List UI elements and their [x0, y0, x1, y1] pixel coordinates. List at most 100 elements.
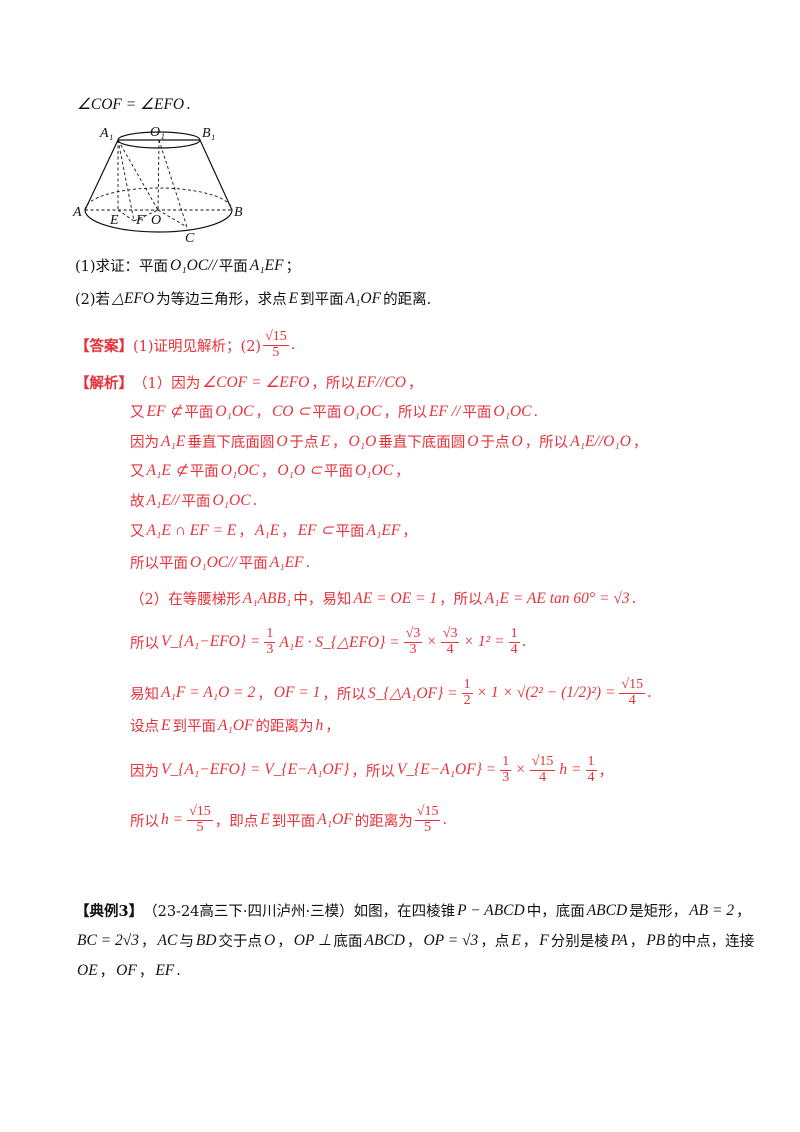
- text-run: .: [252, 492, 258, 509]
- math-expression: A₁EF: [269, 553, 304, 571]
- section-tag: 【解析】: [75, 375, 133, 392]
- text-run: 所以: [130, 635, 159, 652]
- text-run: ，即点: [214, 813, 259, 830]
- text-run: 又: [130, 464, 145, 480]
- text-run: ，: [406, 934, 422, 950]
- text-run: 平面: [462, 405, 492, 421]
- numerator: 1: [508, 626, 520, 643]
- math-expression: PA: [610, 931, 628, 949]
- text-run: 到平面: [300, 292, 344, 308]
- text-run: .: [647, 685, 652, 702]
- numerator: √3: [440, 626, 460, 643]
- text-run: ，: [522, 934, 538, 950]
- label-e: E: [109, 213, 119, 228]
- fraction: √15 5: [263, 329, 289, 360]
- numerator: √15: [187, 804, 213, 821]
- math-expression: O₁OC: [493, 402, 532, 420]
- numerator: √15: [414, 804, 441, 821]
- text-run: ，所以: [439, 592, 483, 608]
- section-tag: 【答案】: [75, 337, 133, 355]
- math-expression: EF: [155, 961, 175, 979]
- text-run: 平面: [238, 556, 268, 572]
- math-expression: BD: [195, 931, 217, 949]
- example-3-line: OE， OF， EF.: [75, 960, 181, 981]
- math-expression: A₁OF: [217, 716, 254, 734]
- numerator: 1: [461, 677, 473, 694]
- math-expression: A₁OF: [317, 811, 353, 829]
- fraction: √3 3: [403, 626, 423, 657]
- text-run: ，: [736, 904, 751, 920]
- text-run: ，所以: [351, 763, 395, 780]
- math-expression: O₁OC: [354, 461, 394, 479]
- text-run: ，: [277, 934, 292, 950]
- text-run: ，: [395, 464, 410, 480]
- denominator: 4: [587, 769, 595, 785]
- text-run: 的距离为: [255, 719, 314, 735]
- solution-2-conclusion: 所以 h = √15 5 ，即点 E 到平面 A₁OF 的距离为 √15 5.: [130, 804, 448, 835]
- math-expression: O: [264, 931, 276, 949]
- math-expression: S_{△A₁OF} =: [367, 684, 458, 702]
- solution-line: 又 EF ⊄ 平面 O₁OC， CO ⊂ 平面 O₁OC ，所以 EF //平面 O₁OC.: [130, 401, 538, 422]
- fraction: √15 5: [414, 804, 441, 835]
- text-run: 到平面: [172, 719, 216, 735]
- math-expression: A₁E ⊄: [146, 462, 188, 479]
- math-expression: PB: [646, 931, 666, 949]
- answer: 【答案】 (1)证明见解析；(2) √15 5.: [75, 329, 295, 360]
- denominator: 5: [196, 819, 204, 835]
- numerator: 1: [585, 754, 597, 771]
- math-expression: OP = √3: [423, 931, 479, 949]
- math-expression: A₁E ∩ EF = E: [146, 521, 237, 539]
- text-run: (1)求证：平面: [75, 259, 169, 275]
- math-expression: A₁OF: [345, 289, 382, 307]
- numerator: √15: [529, 754, 556, 771]
- math-expression: OP ⊥: [293, 932, 332, 949]
- fraction: √15 4: [619, 677, 646, 708]
- text-run: ，: [99, 964, 115, 980]
- given-condition: ∠COF = ∠EFO.: [75, 95, 191, 114]
- math-expression: EF ⊄: [146, 403, 183, 420]
- solution-line: 又 A₁E ∩ EF = E， A₁E， EF ⊂ 平面 A₁EF，: [130, 520, 417, 541]
- math-expression: O₁O: [348, 432, 377, 450]
- text-run: ，: [141, 934, 156, 950]
- math-expression: △EFO: [112, 290, 155, 307]
- math-expression: E: [288, 289, 299, 307]
- text-run: 平面: [181, 494, 211, 510]
- math-expression: A₁ABB₁: [242, 589, 292, 607]
- math-expression: BC = 2√3: [77, 931, 140, 949]
- math-expression: h =: [559, 761, 582, 779]
- text-run: ，: [598, 763, 614, 780]
- label-b: B: [234, 205, 243, 220]
- text-run: 为等边三角形，求点: [156, 292, 287, 308]
- math-expression: EF//CO: [356, 373, 406, 391]
- text-run: 垂直下底面圆: [187, 435, 275, 451]
- math-expression: V_{A₁−EFO} =: [161, 633, 261, 651]
- math-expression: A₁EF: [249, 256, 284, 274]
- text-run: .: [442, 812, 448, 829]
- math-expression: EF ⊂: [297, 522, 334, 539]
- math-expression: OE: [77, 961, 98, 979]
- math-expression: × 1² =: [463, 633, 505, 651]
- denominator: 4: [446, 641, 454, 657]
- denominator: 5: [424, 819, 432, 835]
- math-expression: E: [320, 432, 330, 450]
- math-expression: O₁OC//: [190, 553, 237, 571]
- text-run: 设点: [130, 719, 159, 735]
- text-run: 故: [130, 494, 145, 510]
- text-run: ，: [138, 964, 154, 980]
- label-o1: O₁: [150, 125, 165, 140]
- text-run: ，: [402, 524, 417, 540]
- bottom-back-arc: [84, 187, 233, 211]
- text-run: ，所以: [322, 686, 366, 703]
- text-run: ，: [257, 686, 272, 703]
- text-run: 平面: [312, 405, 342, 421]
- text-run: ，所以: [311, 376, 355, 392]
- solution-line: 因为 V_{A₁−EFO} = V_{E−A₁OF} ，所以 V_{E−A₁OF} =…: [130, 754, 614, 785]
- bottom-front-arc: [84, 209, 233, 233]
- text-run: ；: [285, 259, 301, 275]
- text-run: （2）在等腰梯形: [130, 592, 241, 608]
- text-run: 于点: [480, 435, 510, 451]
- edge-a1a: [84, 139, 119, 211]
- numerator: √3: [403, 626, 423, 643]
- solution-line: 因为 A₁E 垂直下底面圆 O 于点 E， O₁O 垂直下底面圆 O 于点 O ，所以 A₁E//O₁O…: [130, 431, 647, 452]
- math-expression: A₁E: [254, 521, 280, 539]
